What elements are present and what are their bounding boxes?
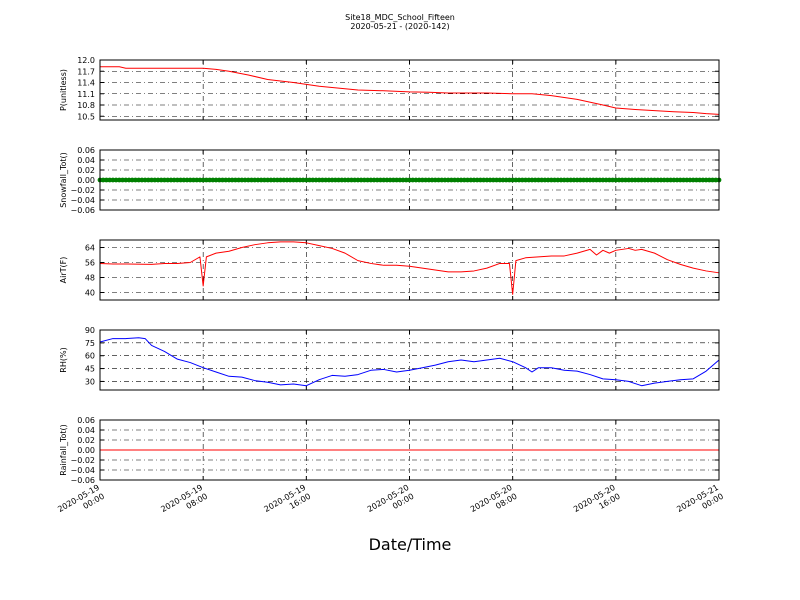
- x-tick-label: 2020-05-2016:00: [572, 483, 622, 523]
- panel-frame: [99, 419, 720, 481]
- x-tick-label: 2020-05-2100:00: [675, 483, 725, 523]
- y-tick-label: 56: [85, 259, 95, 268]
- y-axis-label: RH(%): [59, 347, 68, 372]
- y-tick-label: 11.7: [77, 67, 95, 76]
- figure-subtitle: 2020-05-21 - (2020-142): [350, 22, 449, 31]
- panel-5: 0.060.040.020.00−0.02−0.04−0.06Rainfall_…: [59, 416, 720, 485]
- panel-frame: [99, 239, 720, 301]
- y-tick-label: −0.06: [70, 206, 95, 215]
- y-tick-label: −0.02: [70, 456, 95, 465]
- y-tick-label: 0.06: [77, 416, 95, 425]
- y-tick-label: −0.06: [70, 476, 95, 485]
- grid-lines: [100, 420, 719, 480]
- series-line: [99, 337, 720, 387]
- y-tick-label: 0.02: [77, 436, 95, 445]
- y-tick-label: 11.4: [77, 79, 95, 88]
- y-tick-label: 12.0: [77, 56, 95, 65]
- scatter-series: [97, 177, 722, 183]
- y-tick-label: 0.04: [77, 156, 95, 165]
- y-axis-label: Rainfall_Tot(): [59, 424, 68, 476]
- panel-frame: [99, 59, 720, 121]
- panel-1: 12.0 11.7 11.4 11.1 10.8 10.5 P(unitless): [59, 56, 720, 121]
- y-axis-label: Snowfall_Tot(): [59, 152, 68, 208]
- grid-lines: [100, 60, 719, 120]
- series-line: [100, 66, 720, 115]
- figure-title: Site18_MDC_School_Fifteen: [345, 13, 455, 22]
- y-tick-label: 0.00: [77, 446, 95, 455]
- series-line: [99, 241, 720, 295]
- y-tick-label: 0.06: [77, 146, 95, 155]
- panel-frame: [99, 329, 720, 391]
- x-axis-label: Date/Time: [369, 535, 452, 554]
- y-tick-label: 30: [85, 377, 95, 386]
- x-tick-label: 2020-05-1916:00: [263, 483, 313, 523]
- y-tick-label: −0.02: [70, 186, 95, 195]
- y-tick-label: 60: [85, 352, 95, 361]
- y-tick-label: 10.8: [77, 101, 95, 110]
- y-axis-label: AirT(F): [59, 257, 68, 284]
- panel-frame: [99, 149, 720, 211]
- subplot-panels: 12.011.711.411.110.810.5P(unitless)0.060…: [59, 56, 722, 485]
- x-tick-labels: 2020-05-1900:00 2020-05-1908:00 2020-05-19…: [56, 483, 725, 523]
- y-tick-label: −0.04: [70, 196, 95, 205]
- grid-lines: [100, 150, 719, 210]
- y-axis-label: P(unitless): [59, 69, 68, 111]
- y-tick-label: −0.04: [70, 466, 95, 475]
- x-tick-label: 2020-05-2008:00: [469, 483, 519, 523]
- x-tick-label: 2020-05-2000:00: [366, 483, 416, 523]
- panel-3: 64 56 48 40 AirT(F): [59, 239, 720, 301]
- panel-4: 90 75 60 45 30 RH(%): [59, 326, 720, 391]
- y-tick-label: 64: [85, 244, 95, 253]
- y-tick-label: 0.04: [77, 426, 95, 435]
- y-tick-label: 45: [85, 365, 95, 374]
- x-tick-label: 2020-05-1908:00: [159, 483, 209, 523]
- y-tick-label: 90: [85, 326, 95, 335]
- y-tick-label: 10.5: [77, 112, 95, 121]
- y-tick-label: 75: [85, 339, 95, 348]
- y-tick-label: 11.1: [77, 90, 95, 99]
- x-tick-label: 2020-05-1900:00: [56, 483, 106, 523]
- y-tick-label: 0.02: [77, 166, 95, 175]
- y-tick-label: 0.00: [77, 176, 95, 185]
- y-tick-label: 40: [85, 289, 95, 298]
- panel-2: 0.060.040.020.00−0.02−0.04−0.06Snowfall_…: [59, 146, 722, 215]
- y-tick-label: 48: [85, 274, 95, 283]
